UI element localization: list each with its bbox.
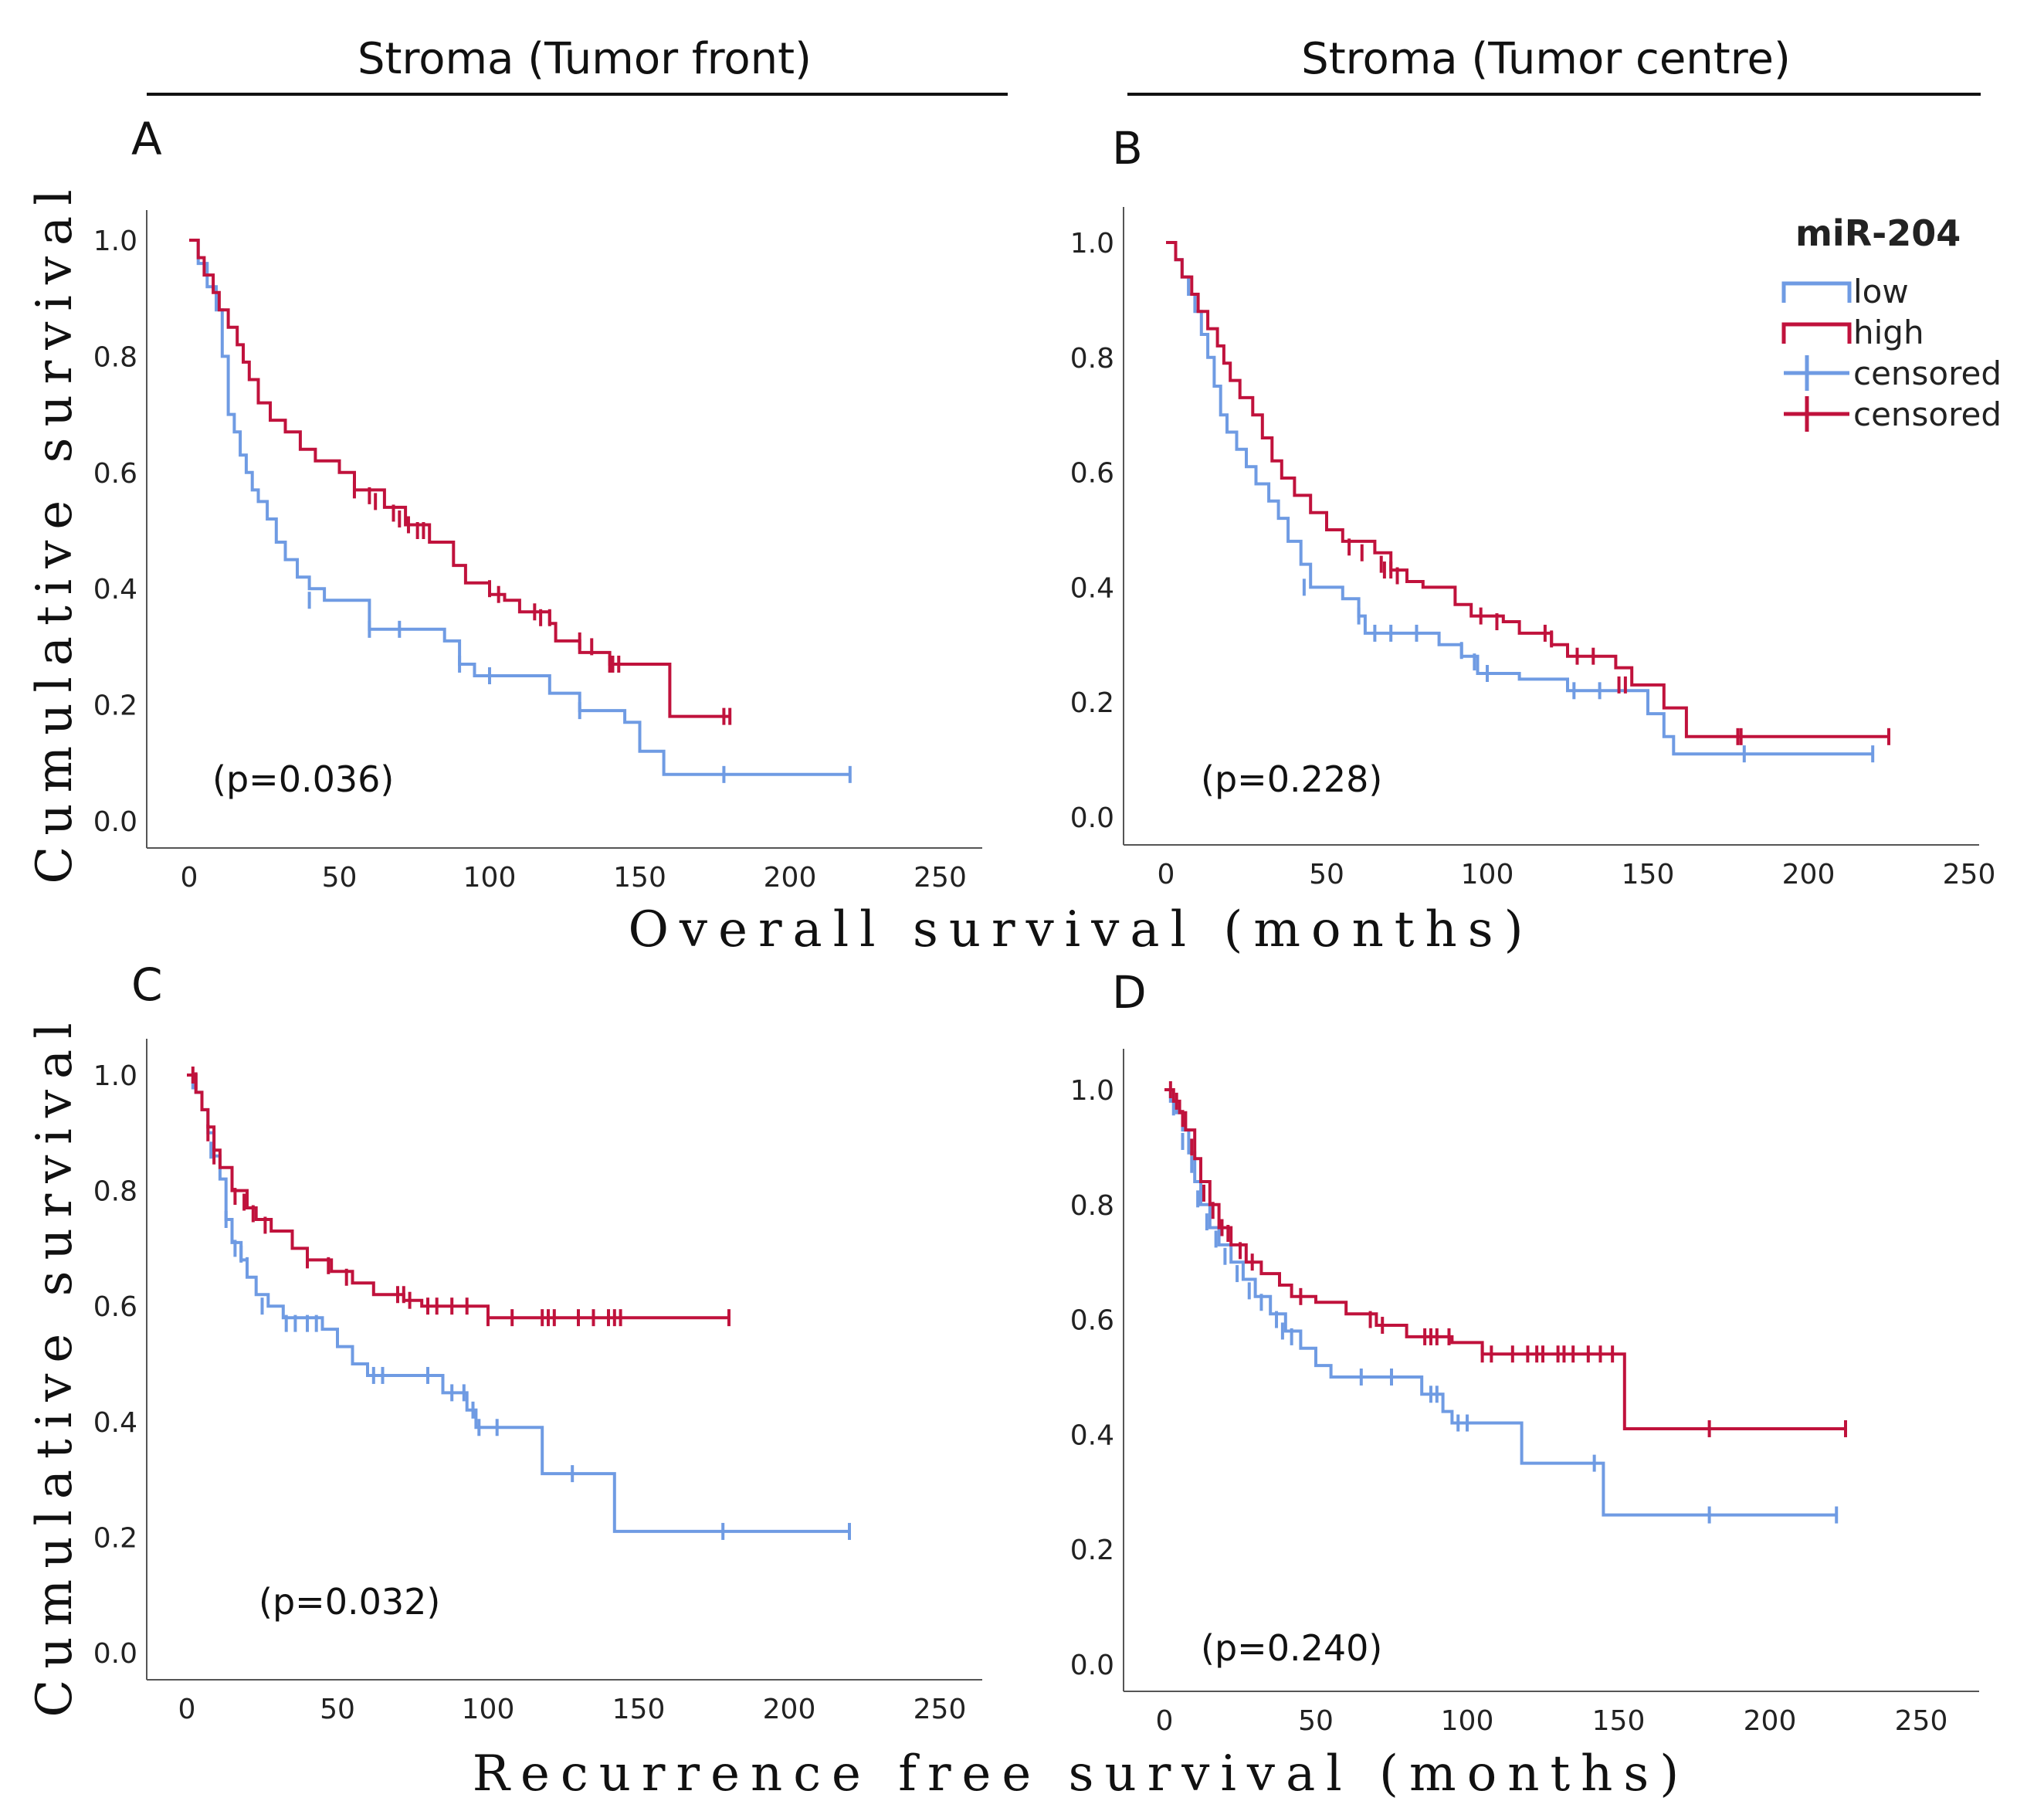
y-tick-label: 0.4 (1070, 572, 1114, 604)
x-tick-label: 150 (613, 862, 666, 894)
km-curve-low (189, 239, 850, 776)
panel-b: B 0.0 0.2 0.4 0.6 0.8 1.0 0 50 100 150 200 250 (p=0.2… (1070, 122, 1996, 890)
x-tick-label: 100 (463, 862, 517, 894)
x-tick-label: 100 (462, 1694, 515, 1725)
x-tick-label: 0 (181, 862, 198, 894)
y-tick-label: 0.8 (93, 1176, 137, 1208)
header-left: Stroma (Tumor front) (358, 34, 812, 84)
legend: miR-204 low high censored censored (1781, 212, 2002, 433)
y-tick-label: 0.8 (1070, 343, 1114, 375)
x-axis-label-bottom: Recurrence free survival (months) (473, 1745, 1690, 1803)
y-tick-label: 0.4 (93, 1407, 137, 1439)
x-tick-label: 150 (1592, 1705, 1646, 1737)
p-value: (p=0.032) (259, 1581, 440, 1623)
x-tick-label: 250 (1943, 859, 1996, 890)
y-tick-label: 0.2 (1070, 1535, 1114, 1566)
x-tick-label: 150 (1622, 859, 1675, 890)
y-tick-label: 0.8 (1070, 1190, 1114, 1222)
y-tick-label: 1.0 (1070, 1075, 1114, 1107)
y-tick-label: 0.6 (1070, 458, 1114, 490)
panel-label: C (131, 958, 163, 1011)
p-value: (p=0.036) (212, 758, 394, 800)
panel-a: A 0.0 0.2 0.4 0.6 0.8 1.0 0 50 100 150 200 250 (p=0.0… (93, 113, 982, 894)
y-tick-label: 0.4 (93, 574, 137, 605)
x-tick-label: 150 (612, 1694, 666, 1725)
x-tick-label: 100 (1461, 859, 1514, 890)
x-tick-label: 250 (914, 862, 967, 894)
legend-censored-low-swatch (1784, 355, 1849, 391)
x-tick-label: 50 (1309, 859, 1344, 890)
y-tick-label: 0.8 (93, 341, 137, 373)
km-curve-low (1164, 1088, 1837, 1517)
x-tick-label: 50 (322, 862, 358, 894)
legend-low-label: low (1853, 273, 1909, 310)
legend-high-swatch (1781, 322, 1852, 344)
panel-label: B (1112, 122, 1143, 175)
x-axis-label-top: Overall survival (months) (628, 901, 1534, 958)
x-tick-label: 0 (178, 1694, 196, 1725)
y-tick-label: 0.0 (93, 806, 137, 838)
km-curve-low (1166, 241, 1873, 756)
x-tick-label: 50 (1298, 1705, 1334, 1737)
panel-label: D (1112, 966, 1147, 1019)
y-tick-label: 0.2 (93, 690, 137, 722)
legend-censored-high-label: censored (1853, 395, 2002, 433)
legend-censored-low-label: censored (1853, 354, 2002, 392)
km-curve-low (187, 1074, 849, 1533)
y-axis-label-top: Cumulative survival (26, 178, 83, 884)
km-curve-high (189, 239, 730, 718)
y-tick-label: 1.0 (93, 1060, 137, 1092)
x-tick-label: 200 (1744, 1705, 1797, 1737)
p-value: (p=0.228) (1201, 758, 1382, 800)
y-tick-label: 0.2 (93, 1522, 137, 1554)
x-tick-label: 50 (320, 1694, 355, 1725)
km-curve-high (187, 1074, 729, 1320)
y-tick-label: 0.6 (93, 1291, 137, 1323)
x-tick-label: 0 (1156, 1705, 1174, 1737)
y-axis-label-bottom: Cumulative survival (26, 1012, 83, 1717)
header-right: Stroma (Tumor centre) (1301, 34, 1791, 84)
y-tick-label: 0.6 (93, 458, 137, 490)
panel-label: A (131, 113, 162, 165)
y-tick-label: 1.0 (1070, 228, 1114, 259)
y-tick-label: 0.6 (1070, 1305, 1114, 1337)
panel-c: C 0.0 0.2 0.4 0.6 0.8 1.0 0 50 100 150 200 250 (p=0.0… (93, 958, 982, 1725)
x-tick-label: 250 (1895, 1705, 1948, 1737)
x-tick-label: 200 (763, 1694, 816, 1725)
km-curve-high (1166, 241, 1889, 738)
legend-high-label: high (1853, 314, 1924, 351)
y-tick-label: 1.0 (93, 226, 137, 257)
y-tick-label: 0.0 (1070, 1650, 1114, 1681)
x-tick-label: 100 (1441, 1705, 1494, 1737)
legend-censored-high-swatch (1784, 396, 1849, 432)
p-value: (p=0.240) (1201, 1627, 1382, 1669)
legend-title: miR-204 (1795, 212, 1961, 254)
x-tick-label: 250 (914, 1694, 967, 1725)
x-tick-label: 200 (764, 862, 817, 894)
y-tick-label: 0.0 (1070, 802, 1114, 834)
y-tick-label: 0.2 (1070, 687, 1114, 719)
legend-low-swatch (1781, 281, 1852, 303)
y-tick-label: 0.0 (93, 1638, 137, 1670)
x-tick-label: 0 (1158, 859, 1175, 890)
panel-d: D 0.0 0.2 0.4 0.6 0.8 1.0 0 50 100 150 200 250 (p=0.2… (1070, 966, 1979, 1737)
km-curve-high (1164, 1088, 1846, 1430)
y-tick-label: 0.4 (1070, 1419, 1114, 1451)
x-tick-label: 200 (1782, 859, 1836, 890)
